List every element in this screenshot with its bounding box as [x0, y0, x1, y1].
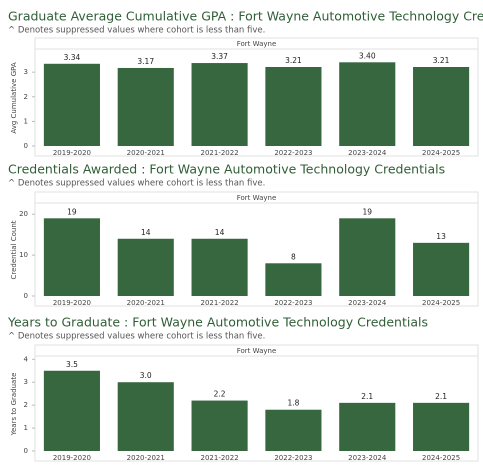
value-label: 2.1 — [435, 392, 447, 401]
bar — [117, 238, 174, 296]
value-label: 3.0 — [140, 371, 152, 380]
bar — [413, 402, 470, 451]
y-axis-label: Avg Cumulative GPA — [10, 62, 18, 134]
x-tick-label: 2021-2022 — [201, 454, 239, 462]
x-tick-label: 2022-2023 — [274, 149, 312, 157]
chart-title: Years to Graduate : Fort Wayne Automotiv… — [7, 315, 428, 330]
x-tick-label: 2019-2020 — [53, 454, 91, 462]
panel-border — [34, 344, 479, 462]
x-tick-label: 2022-2023 — [274, 299, 312, 307]
y-tick-label: 20 — [19, 210, 28, 218]
bar — [339, 402, 396, 451]
y-tick-label: 2 — [24, 401, 28, 409]
x-tick-label: 2021-2022 — [201, 149, 239, 157]
bar — [339, 218, 396, 296]
chart-subtitle: ^ Denotes suppressed values where cohort… — [8, 26, 265, 36]
x-tick-label: 2023-2024 — [348, 149, 387, 157]
y-tick-label: 3 — [24, 68, 28, 76]
chart-subtitle: ^ Denotes suppressed values where cohort… — [8, 332, 265, 342]
value-label: 19 — [362, 207, 372, 216]
bar — [191, 238, 248, 296]
value-label: 14 — [215, 228, 225, 237]
y-axis-label: Credential Count — [10, 220, 18, 279]
bar — [43, 370, 100, 451]
bar — [413, 66, 470, 146]
y-tick-label: 2 — [24, 93, 28, 101]
value-label: 3.21 — [433, 56, 450, 65]
x-tick-label: 2020-2021 — [127, 149, 165, 157]
bar — [191, 63, 248, 146]
value-label: 3.17 — [137, 57, 154, 66]
value-label: 14 — [141, 228, 151, 237]
y-tick-label: 3 — [24, 378, 28, 386]
y-tick-label: 10 — [19, 251, 28, 259]
x-tick-label: 2024-2025 — [422, 299, 460, 307]
bar — [413, 242, 470, 296]
panel-border — [34, 191, 479, 307]
x-tick-label: 2020-2021 — [127, 454, 165, 462]
y-tick-label: 1 — [24, 117, 28, 125]
x-tick-label: 2024-2025 — [422, 454, 460, 462]
facet-label: Fort Wayne — [237, 347, 277, 355]
bar — [117, 382, 174, 451]
value-label: 13 — [436, 232, 446, 241]
value-label: 3.21 — [285, 56, 302, 65]
value-label: 3.5 — [66, 360, 78, 369]
x-tick-label: 2024-2025 — [422, 149, 460, 157]
bar — [191, 400, 248, 451]
value-label: 1.8 — [287, 399, 299, 408]
y-tick-label: 0 — [24, 292, 28, 300]
value-label: 3.34 — [64, 53, 81, 62]
x-tick-label: 2019-2020 — [53, 299, 91, 307]
chart-title: Credentials Awarded : Fort Wayne Automot… — [8, 162, 445, 177]
chart-subtitle: ^ Denotes suppressed values where cohort… — [8, 179, 265, 189]
x-tick-label: 2023-2024 — [348, 299, 387, 307]
bar — [265, 66, 322, 146]
value-label: 8 — [291, 252, 296, 261]
x-tick-label: 2020-2021 — [127, 299, 165, 307]
value-label: 3.37 — [211, 52, 228, 61]
x-tick-label: 2023-2024 — [348, 454, 387, 462]
y-axis-label: Years to Graduate — [10, 373, 18, 437]
bar — [265, 263, 322, 296]
bar — [43, 218, 100, 296]
y-tick-label: 4 — [24, 355, 29, 363]
bar — [265, 409, 322, 451]
y-tick-label: 1 — [24, 424, 28, 432]
value-label: 3.40 — [359, 51, 376, 60]
chart-title: Graduate Average Cumulative GPA : Fort W… — [8, 9, 483, 24]
bar — [339, 62, 396, 146]
panel-border — [34, 37, 479, 157]
x-tick-label: 2022-2023 — [274, 454, 312, 462]
x-tick-label: 2021-2022 — [201, 299, 239, 307]
facet-label: Fort Wayne — [237, 40, 277, 48]
bar — [117, 67, 174, 146]
x-tick-label: 2019-2020 — [53, 149, 91, 157]
y-tick-label: 0 — [24, 447, 28, 455]
value-label: 2.1 — [361, 392, 373, 401]
facet-label: Fort Wayne — [237, 194, 277, 202]
value-label: 19 — [67, 207, 77, 216]
value-label: 2.2 — [214, 390, 226, 399]
y-tick-label: 0 — [24, 142, 28, 150]
bar — [43, 63, 100, 146]
